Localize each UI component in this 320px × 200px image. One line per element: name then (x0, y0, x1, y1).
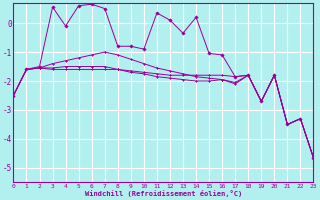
X-axis label: Windchill (Refroidissement éolien,°C): Windchill (Refroidissement éolien,°C) (85, 190, 242, 197)
